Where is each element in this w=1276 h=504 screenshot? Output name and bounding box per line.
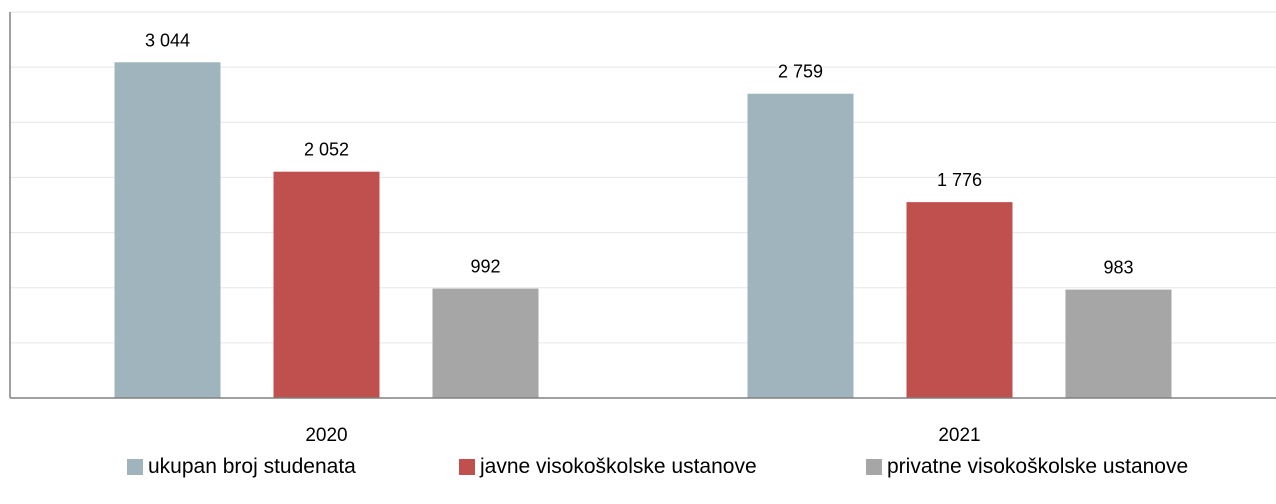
data-label: 2 052 — [304, 140, 349, 160]
data-label: 3 044 — [145, 30, 190, 50]
value-labels: 3 044 2 052 992 2 759 1 776 983 — [145, 30, 1134, 277]
legend: ukupan broj studenata javne visokoškolske… — [0, 452, 1276, 482]
bars — [114, 62, 1172, 399]
legend-item: javne visokoškolske ustanove — [459, 452, 757, 482]
legend-label: javne visokoškolske ustanove — [480, 455, 757, 478]
legend-label: privatne visokoškolske ustanove — [887, 455, 1189, 478]
legend-label: ukupan broj studenata — [148, 455, 356, 478]
legend-item: ukupan broj studenata — [127, 452, 356, 482]
x-tick-label: 2020 — [305, 425, 347, 446]
bar-2021-series-3 — [1065, 289, 1172, 398]
gridlines — [10, 11, 1276, 344]
bar-2021-series-1 — [747, 93, 854, 399]
legend-item: privatne visokoškolske ustanove — [866, 452, 1188, 482]
legend-swatch — [459, 459, 475, 475]
bar-2020-series-3 — [432, 288, 539, 398]
data-label: 983 — [1103, 258, 1133, 278]
bar-2020-series-1 — [114, 62, 221, 399]
data-label: 2 759 — [778, 62, 823, 82]
legend-swatch — [127, 459, 143, 475]
data-label: 1 776 — [937, 170, 982, 190]
category-labels: 2020 2021 — [305, 425, 980, 446]
x-tick-label: 2021 — [938, 425, 980, 446]
legend-swatch — [866, 459, 882, 475]
data-label: 992 — [470, 257, 500, 277]
bar-2021-series-2 — [906, 202, 1013, 398]
bar-2020-series-2 — [273, 171, 380, 398]
